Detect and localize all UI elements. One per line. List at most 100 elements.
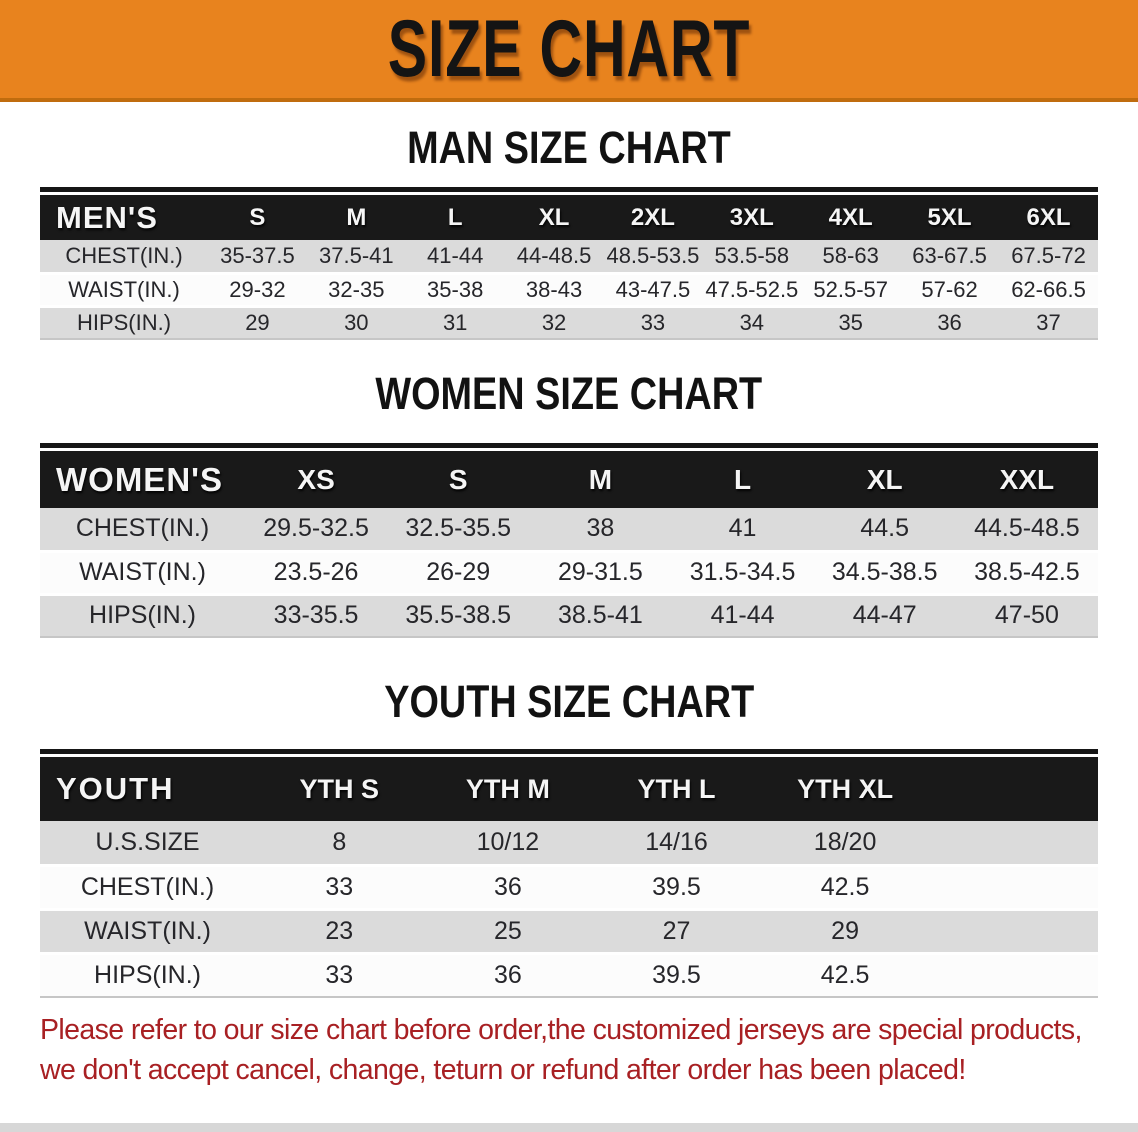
value-cell: 44-47 [813,594,956,637]
group-label-cell: YOUTH [40,757,255,821]
value-cell: 38.5-42.5 [955,551,1098,594]
empty-header-cell [929,757,1098,821]
value-cell: 39.5 [592,953,761,997]
value-cell: 37 [999,306,1098,339]
size-column-header: YTH M [423,757,593,821]
size-table: MEN'S S M L XL 2XL 3XL 4XL 5XL 6XL CHEST(IN.) 35-37… [40,195,1098,340]
table-row: WAIST(IN.) 23 25 27 29 [40,909,1098,953]
value-cell: 36 [423,865,593,909]
value-cell: 29 [760,909,930,953]
row-label-cell: HIPS(IN.) [40,594,245,637]
size-column-header: XL [504,195,604,240]
value-cell: 41-44 [671,594,814,637]
value-cell: 47-50 [955,594,1098,637]
size-column-header: M [529,451,672,508]
size-column-header: M [306,195,406,240]
women-size-table: WOMEN'S XS S M L XL XXL CHEST(IN.) 29.5-32.5 32.5… [40,443,1098,638]
size-column-header: S [208,195,307,240]
value-cell: 57-62 [900,273,999,306]
value-cell: 37.5-41 [306,240,406,273]
value-cell: 29-32 [208,273,307,306]
youth-size-table: YOUTH YTH S YTH M YTH L YTH XL U.S.SIZE 8 10/12… [40,749,1098,998]
value-cell: 27 [592,909,761,953]
women-section-heading-text: WOMEN SIZE CHART [375,368,763,420]
size-column-header: 4XL [801,195,901,240]
value-cell: 33 [603,306,703,339]
value-cell: 29.5-32.5 [245,508,388,551]
bottom-edge-strip [0,1123,1138,1132]
men-section-heading-text: MAN SIZE CHART [407,122,731,174]
size-column-header: 2XL [603,195,703,240]
size-column-header: XXL [955,451,1098,508]
value-cell: 23.5-26 [245,551,388,594]
value-cell: 47.5-52.5 [702,273,802,306]
row-label-cell: CHEST(IN.) [40,865,255,909]
value-cell: 41-44 [405,240,505,273]
value-cell: 14/16 [592,821,761,865]
value-cell: 41 [671,508,814,551]
size-column-header: 6XL [999,195,1098,240]
value-cell: 63-67.5 [900,240,999,273]
size-table-header-row: WOMEN'S XS S M L XL XXL [40,451,1098,508]
value-cell: 38 [529,508,672,551]
value-cell: 48.5-53.5 [603,240,703,273]
table-row: WAIST(IN.) 29-32 32-35 35-38 38-43 43-47.5 47.… [40,273,1098,306]
value-cell: 30 [306,306,406,339]
value-cell: 43-47.5 [603,273,703,306]
size-column-header: 3XL [702,195,802,240]
value-cell: 62-66.5 [999,273,1098,306]
value-cell: 53.5-58 [702,240,802,273]
disclaimer-note: Please refer to our size chart before or… [40,1010,1100,1091]
youth-section-heading-text: YOUTH SIZE CHART [383,676,754,728]
empty-cell [929,953,1098,997]
value-cell: 44.5-48.5 [955,508,1098,551]
value-cell: 31.5-34.5 [671,551,814,594]
value-cell: 10/12 [423,821,593,865]
group-label-cell: MEN'S [40,195,208,240]
banner: SIZE CHART [0,0,1138,102]
value-cell: 44.5 [813,508,956,551]
empty-cell [929,821,1098,865]
value-cell: 42.5 [760,953,930,997]
value-cell: 29-31.5 [529,551,672,594]
row-label-cell: WAIST(IN.) [40,909,255,953]
value-cell: 38-43 [504,273,604,306]
value-cell: 35-37.5 [208,240,307,273]
men-section-heading: MAN SIZE CHART [0,122,1138,174]
disclaimer-line-2: we don't accept cancel, change, teturn o… [40,1054,966,1087]
size-column-header: YTH L [592,757,761,821]
youth-section-heading: YOUTH SIZE CHART [0,676,1138,728]
empty-cell [929,909,1098,953]
size-column-header: L [671,451,814,508]
row-label-cell: HIPS(IN.) [40,306,208,339]
value-cell: 32-35 [306,273,406,306]
men-size-table: MEN'S S M L XL 2XL 3XL 4XL 5XL 6XL CHEST(IN.) 35-37… [40,187,1098,340]
row-label-cell: WAIST(IN.) [40,273,208,306]
value-cell: 52.5-57 [801,273,901,306]
size-column-header: S [387,451,530,508]
value-cell: 33-35.5 [245,594,388,637]
size-column-header: L [405,195,505,240]
value-cell: 67.5-72 [999,240,1098,273]
row-label-cell: WAIST(IN.) [40,551,245,594]
value-cell: 35-38 [405,273,505,306]
value-cell: 36 [423,953,593,997]
value-cell: 38.5-41 [529,594,672,637]
value-cell: 35.5-38.5 [387,594,530,637]
size-table-header-row: YOUTH YTH S YTH M YTH L YTH XL [40,757,1098,821]
value-cell: 36 [900,306,999,339]
value-cell: 39.5 [592,865,761,909]
value-cell: 31 [405,306,505,339]
size-column-header: YTH S [255,757,424,821]
table-row: HIPS(IN.) 33 36 39.5 42.5 [40,953,1098,997]
value-cell: 23 [255,909,424,953]
size-table: WOMEN'S XS S M L XL XXL CHEST(IN.) 29.5-32.5 32.5… [40,451,1098,638]
value-cell: 34.5-38.5 [813,551,956,594]
row-label-cell: CHEST(IN.) [40,508,245,551]
value-cell: 26-29 [387,551,530,594]
table-row: WAIST(IN.) 23.5-26 26-29 29-31.5 31.5-34.5 34… [40,551,1098,594]
value-cell: 42.5 [760,865,930,909]
value-cell: 18/20 [760,821,930,865]
row-label-cell: HIPS(IN.) [40,953,255,997]
